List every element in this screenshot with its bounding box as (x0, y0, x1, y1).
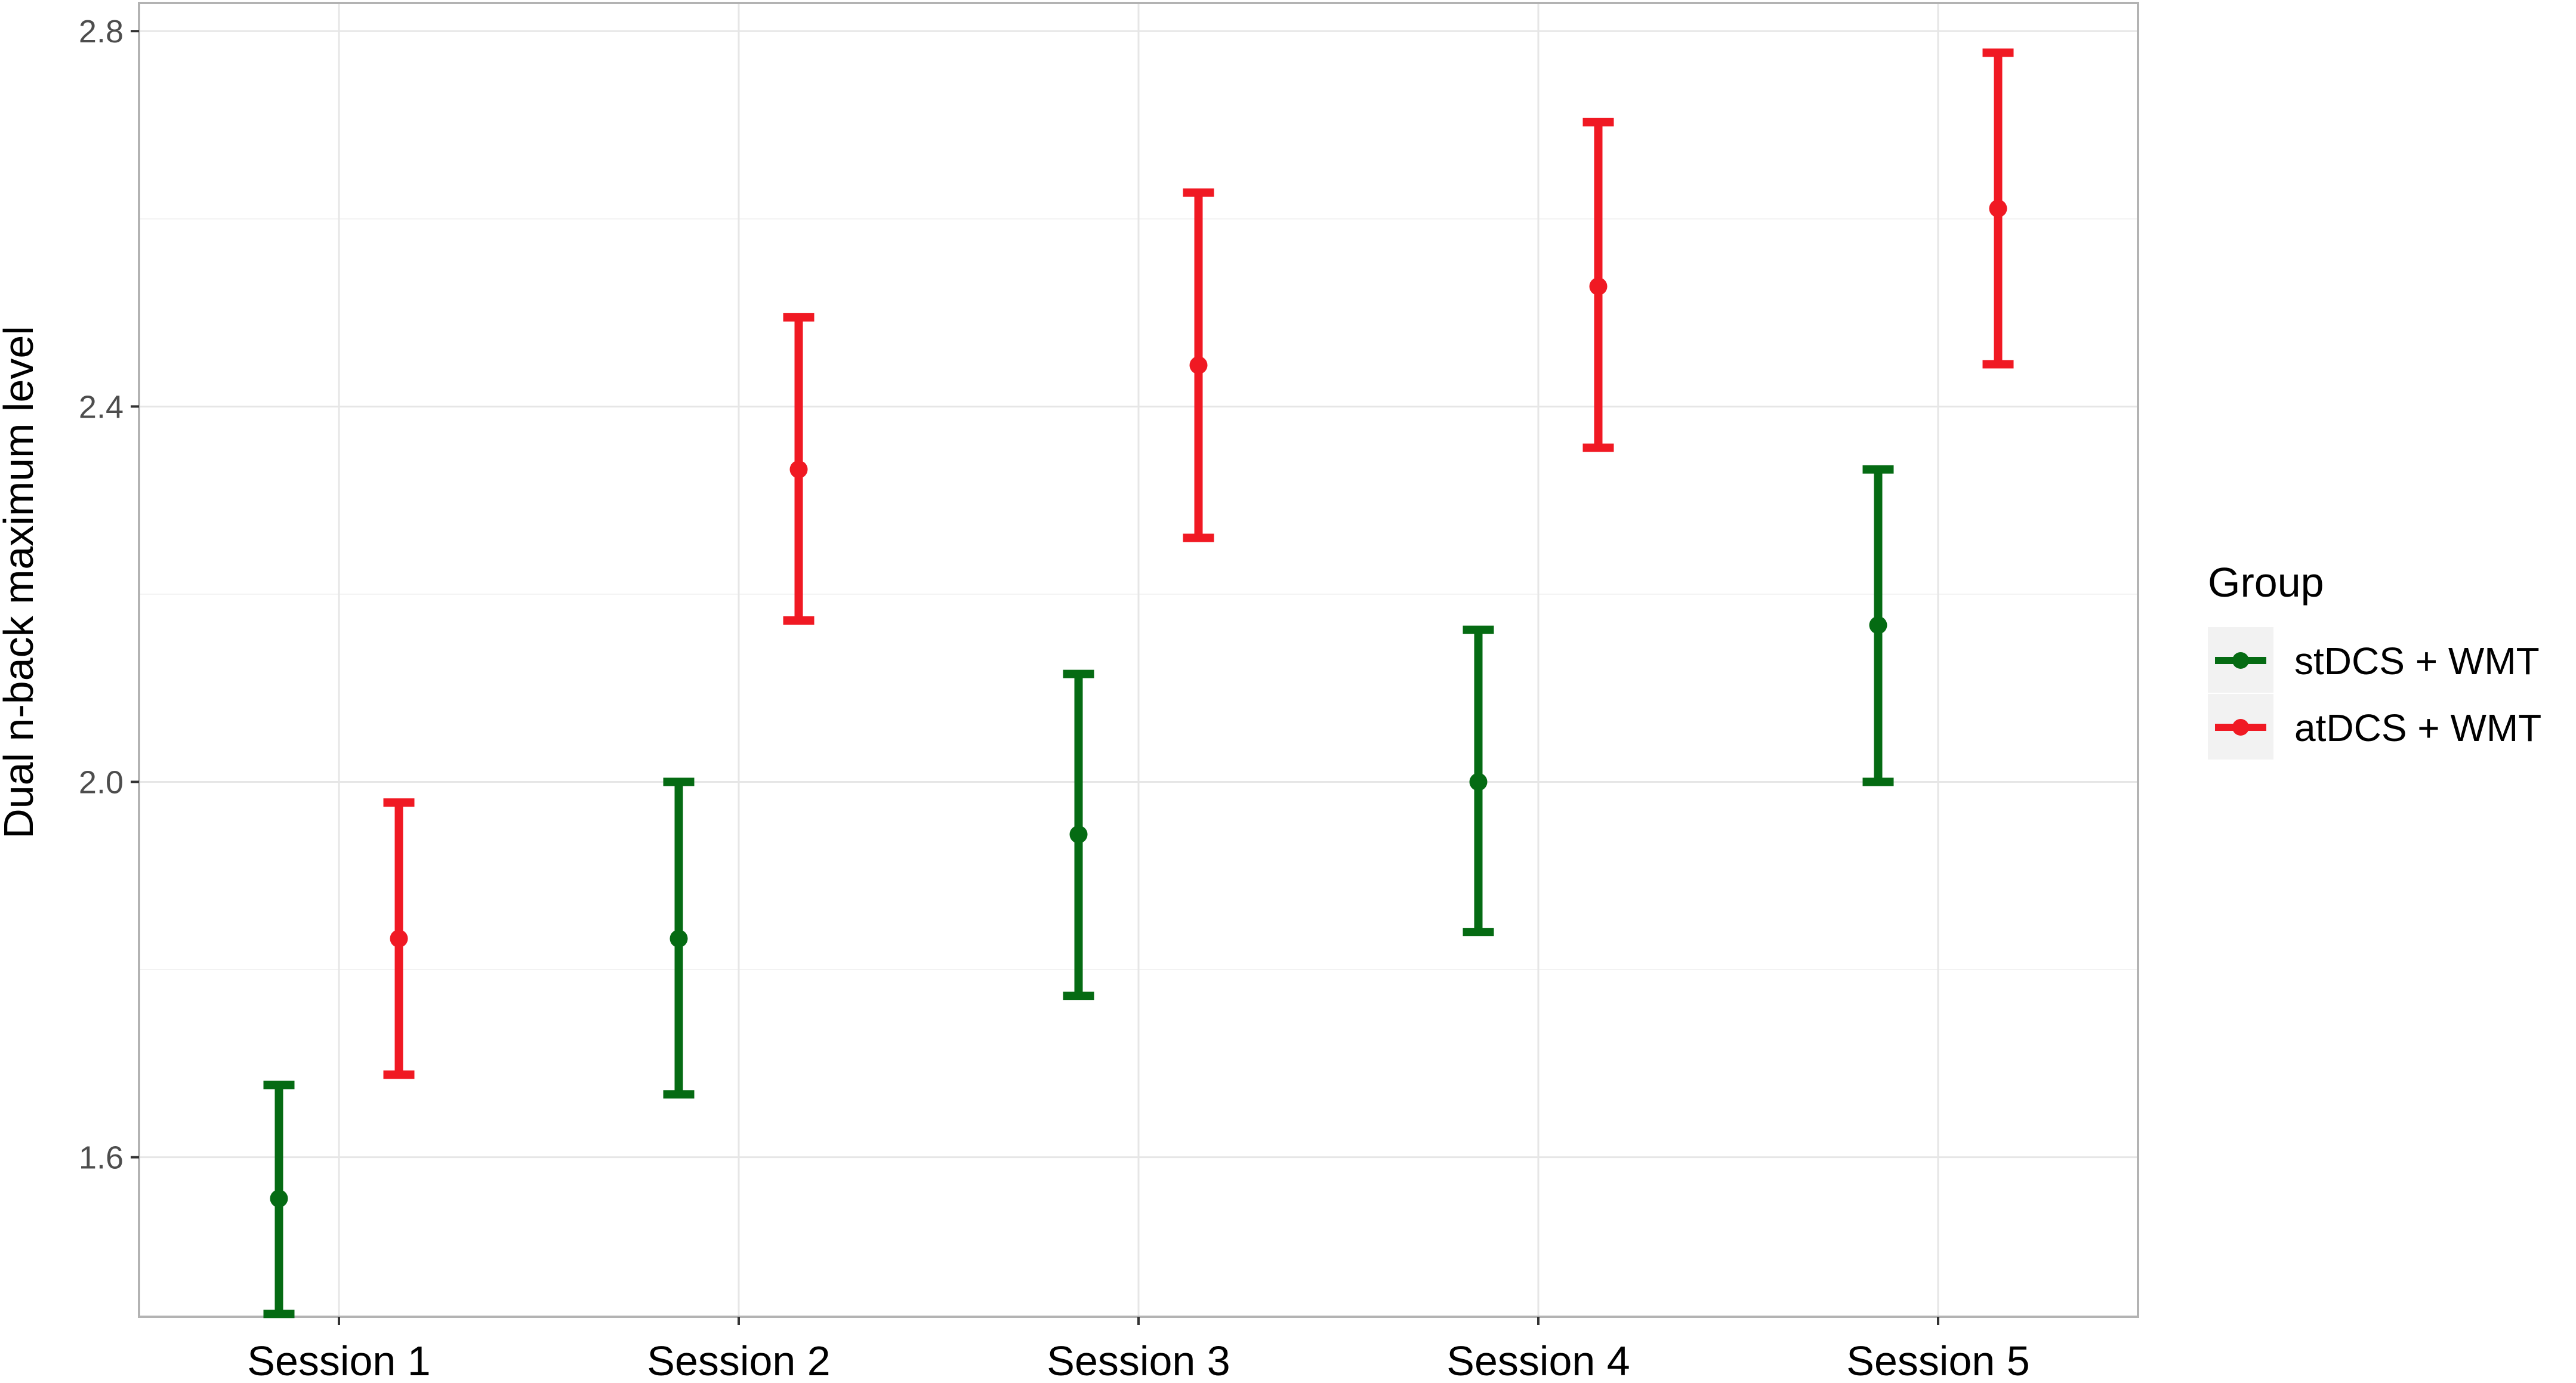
legend-key-point (2232, 652, 2249, 669)
x-tick-label: Session 3 (1047, 1338, 1230, 1383)
x-tick-label: Session 5 (1846, 1338, 2029, 1383)
mean-point (1989, 199, 2007, 218)
mean-point (789, 460, 808, 479)
mean-point (1469, 773, 1488, 791)
mean-point (1589, 277, 1608, 296)
x-tick-label: Session 1 (247, 1338, 430, 1383)
axes: 1.6 2.0 2.4 2.8 Session 1 Session 2 Session 3 S… (79, 14, 2030, 1383)
y-tick-label: 2.0 (79, 764, 124, 800)
x-tick-label: Session 4 (1446, 1338, 1630, 1383)
series-2 (383, 48, 2014, 1079)
series-1 (263, 465, 1894, 1319)
legend: Group stDCS + WMT atDCS + WMT (2208, 559, 2541, 760)
x-tick-label: Session 2 (647, 1338, 830, 1383)
chart-marks (263, 48, 2014, 1319)
mean-point (670, 930, 688, 948)
y-axis-title: Dual n-back maximum level (0, 326, 42, 839)
legend-key-point (2232, 719, 2249, 736)
mean-point (1869, 616, 1887, 634)
mean-point (1189, 356, 1208, 375)
grid-major (139, 3, 2138, 1317)
mean-point (390, 930, 408, 948)
y-tick-label: 2.4 (79, 389, 124, 425)
legend-label: stDCS + WMT (2294, 640, 2540, 683)
legend-label: atDCS + WMT (2294, 706, 2541, 749)
legend-title: Group (2208, 559, 2324, 606)
mean-point (1069, 825, 1088, 844)
mean-point (270, 1189, 288, 1208)
y-tick-label: 1.6 (79, 1140, 124, 1176)
y-tick-label: 2.8 (79, 14, 124, 50)
